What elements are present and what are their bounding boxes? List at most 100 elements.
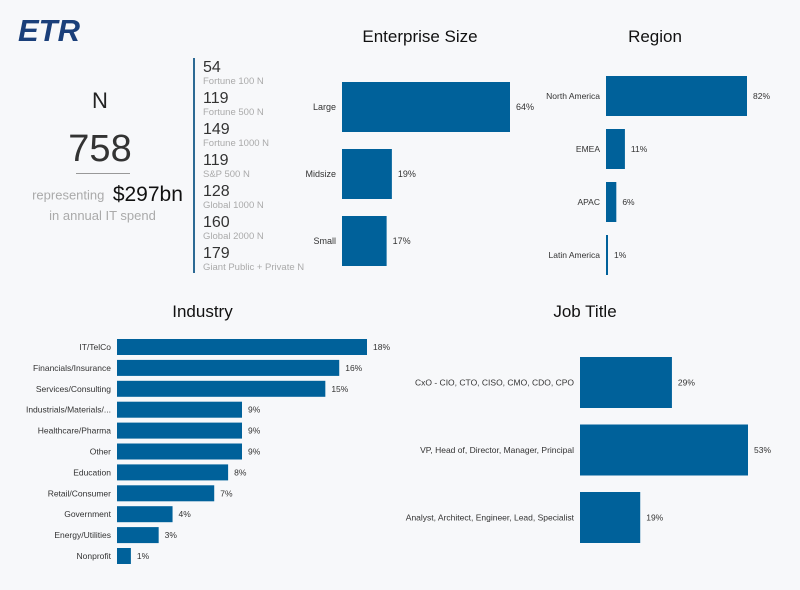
count-item: 128 Global 1000 N bbox=[203, 183, 304, 214]
n-value: 758 bbox=[68, 128, 132, 170]
count-label: Global 1000 N bbox=[203, 200, 264, 211]
category-label: Healthcare/Pharma bbox=[38, 426, 112, 436]
category-label: Midsize bbox=[305, 169, 336, 179]
bar-industry bbox=[117, 422, 242, 439]
value-label: 6% bbox=[622, 197, 635, 207]
count-label: Global 2000 N bbox=[203, 231, 264, 242]
counts-list: 54 Fortune 100 N 119 Fortune 500 N 149 Fortun… bbox=[203, 59, 304, 276]
count-label: Giant Public + Private N bbox=[203, 262, 305, 273]
chart-region: North America 82% EMEA 11% APAC 6% Latin Ameri… bbox=[546, 76, 770, 275]
category-label: VP, Head of, Director, Manager, Principa… bbox=[420, 445, 574, 455]
value-label: 11% bbox=[631, 144, 648, 154]
bar-jobtitle bbox=[580, 357, 672, 408]
bar-region bbox=[606, 235, 608, 275]
category-label: Small bbox=[313, 236, 336, 246]
bar-jobtitle bbox=[580, 492, 641, 543]
category-label: North America bbox=[546, 91, 600, 101]
count-value: 160 bbox=[203, 214, 230, 231]
category-label: Nonprofit bbox=[77, 551, 112, 561]
bar-industry bbox=[117, 359, 340, 376]
representing-label: representing bbox=[32, 187, 105, 203]
bar-enterprise bbox=[342, 216, 387, 266]
category-label: Retail/Consumer bbox=[48, 488, 111, 498]
chart-title-region: Region bbox=[628, 27, 682, 46]
count-label: Fortune 100 N bbox=[203, 76, 264, 87]
category-label: Government bbox=[64, 509, 111, 519]
value-label: 19% bbox=[398, 169, 416, 179]
bar-jobtitle bbox=[580, 424, 748, 476]
logo-text: ETR bbox=[18, 14, 81, 44]
bar-enterprise bbox=[342, 82, 510, 132]
chart-enterprise: Large 64% Midsize 19% Small 17% bbox=[305, 82, 534, 266]
chart-industry: IT/TelCo 18% Financials/Insurance 16% Servic… bbox=[26, 339, 390, 564]
value-label: 29% bbox=[678, 378, 695, 388]
chart-jobtitle: CxO - CIO, CTO, CISO, CMO, CDO, CPO 29% VP… bbox=[406, 357, 771, 543]
bar-industry bbox=[117, 339, 367, 355]
count-label: S&P 500 N bbox=[203, 169, 250, 180]
bar-industry bbox=[117, 401, 242, 418]
category-label: Other bbox=[90, 447, 111, 457]
count-item: 160 Global 2000 N bbox=[203, 214, 304, 245]
category-label: IT/TelCo bbox=[79, 342, 111, 352]
bar-industry bbox=[117, 548, 131, 564]
value-label: 3% bbox=[165, 530, 178, 540]
value-label: 18% bbox=[373, 342, 390, 352]
divider bbox=[76, 173, 130, 174]
bar-region bbox=[606, 129, 625, 169]
category-label: Financials/Insurance bbox=[33, 363, 111, 373]
category-label: Industrials/Materials/... bbox=[26, 405, 111, 415]
value-label: 1% bbox=[614, 250, 627, 260]
count-value: 119 bbox=[203, 90, 229, 107]
value-label: 53% bbox=[754, 445, 771, 455]
category-label: Education bbox=[73, 467, 111, 477]
value-label: 17% bbox=[393, 236, 411, 246]
value-label: 15% bbox=[331, 384, 348, 394]
bar-industry bbox=[117, 443, 242, 460]
count-value: 119 bbox=[203, 152, 229, 169]
bar-industry bbox=[117, 485, 215, 502]
value-label: 82% bbox=[753, 91, 770, 101]
count-item: 179 Giant Public + Private N bbox=[203, 245, 304, 276]
chart-title-jobtitle: Job Title bbox=[553, 302, 617, 321]
n-label: N bbox=[92, 88, 108, 113]
count-label: Fortune 500 N bbox=[203, 107, 264, 118]
etr-logo: ETR bbox=[18, 14, 81, 44]
bar-industry bbox=[117, 464, 229, 481]
count-value: 128 bbox=[203, 183, 230, 200]
value-label: 9% bbox=[248, 405, 261, 415]
chart-title-industry: Industry bbox=[172, 302, 233, 321]
bar-region bbox=[606, 182, 617, 222]
category-label: Large bbox=[313, 102, 336, 112]
value-label: 64% bbox=[516, 102, 534, 112]
spend-line: representing $297bn bbox=[20, 183, 195, 207]
category-label: Energy/Utilities bbox=[54, 530, 111, 540]
value-label: 9% bbox=[248, 426, 261, 436]
value-label: 7% bbox=[220, 488, 233, 498]
value-label: 19% bbox=[646, 513, 663, 523]
count-value: 54 bbox=[203, 59, 221, 76]
category-label: Latin America bbox=[549, 250, 601, 260]
value-label: 9% bbox=[248, 447, 261, 457]
bar-industry bbox=[117, 527, 159, 544]
count-item: 54 Fortune 100 N bbox=[203, 59, 304, 90]
category-label: APAC bbox=[577, 197, 600, 207]
counts-divider bbox=[193, 58, 195, 273]
bar-enterprise bbox=[342, 149, 392, 199]
bar-industry bbox=[117, 506, 173, 523]
value-label: 1% bbox=[137, 551, 150, 561]
count-value: 179 bbox=[203, 245, 230, 262]
value-label: 4% bbox=[179, 509, 192, 519]
category-label: Analyst, Architect, Engineer, Lead, Spec… bbox=[406, 513, 575, 523]
spend-amount: $297bn bbox=[112, 183, 183, 206]
value-label: 16% bbox=[345, 363, 362, 373]
count-value: 149 bbox=[203, 121, 230, 138]
bar-industry bbox=[117, 380, 326, 397]
count-item: 119 S&P 500 N bbox=[203, 152, 304, 183]
bar-region bbox=[606, 76, 747, 116]
category-label: CxO - CIO, CTO, CISO, CMO, CDO, CPO bbox=[415, 378, 574, 388]
value-label: 8% bbox=[234, 467, 247, 477]
count-item: 119 Fortune 500 N bbox=[203, 90, 304, 121]
category-label: EMEA bbox=[576, 144, 600, 154]
count-label: Fortune 1000 N bbox=[203, 138, 270, 149]
